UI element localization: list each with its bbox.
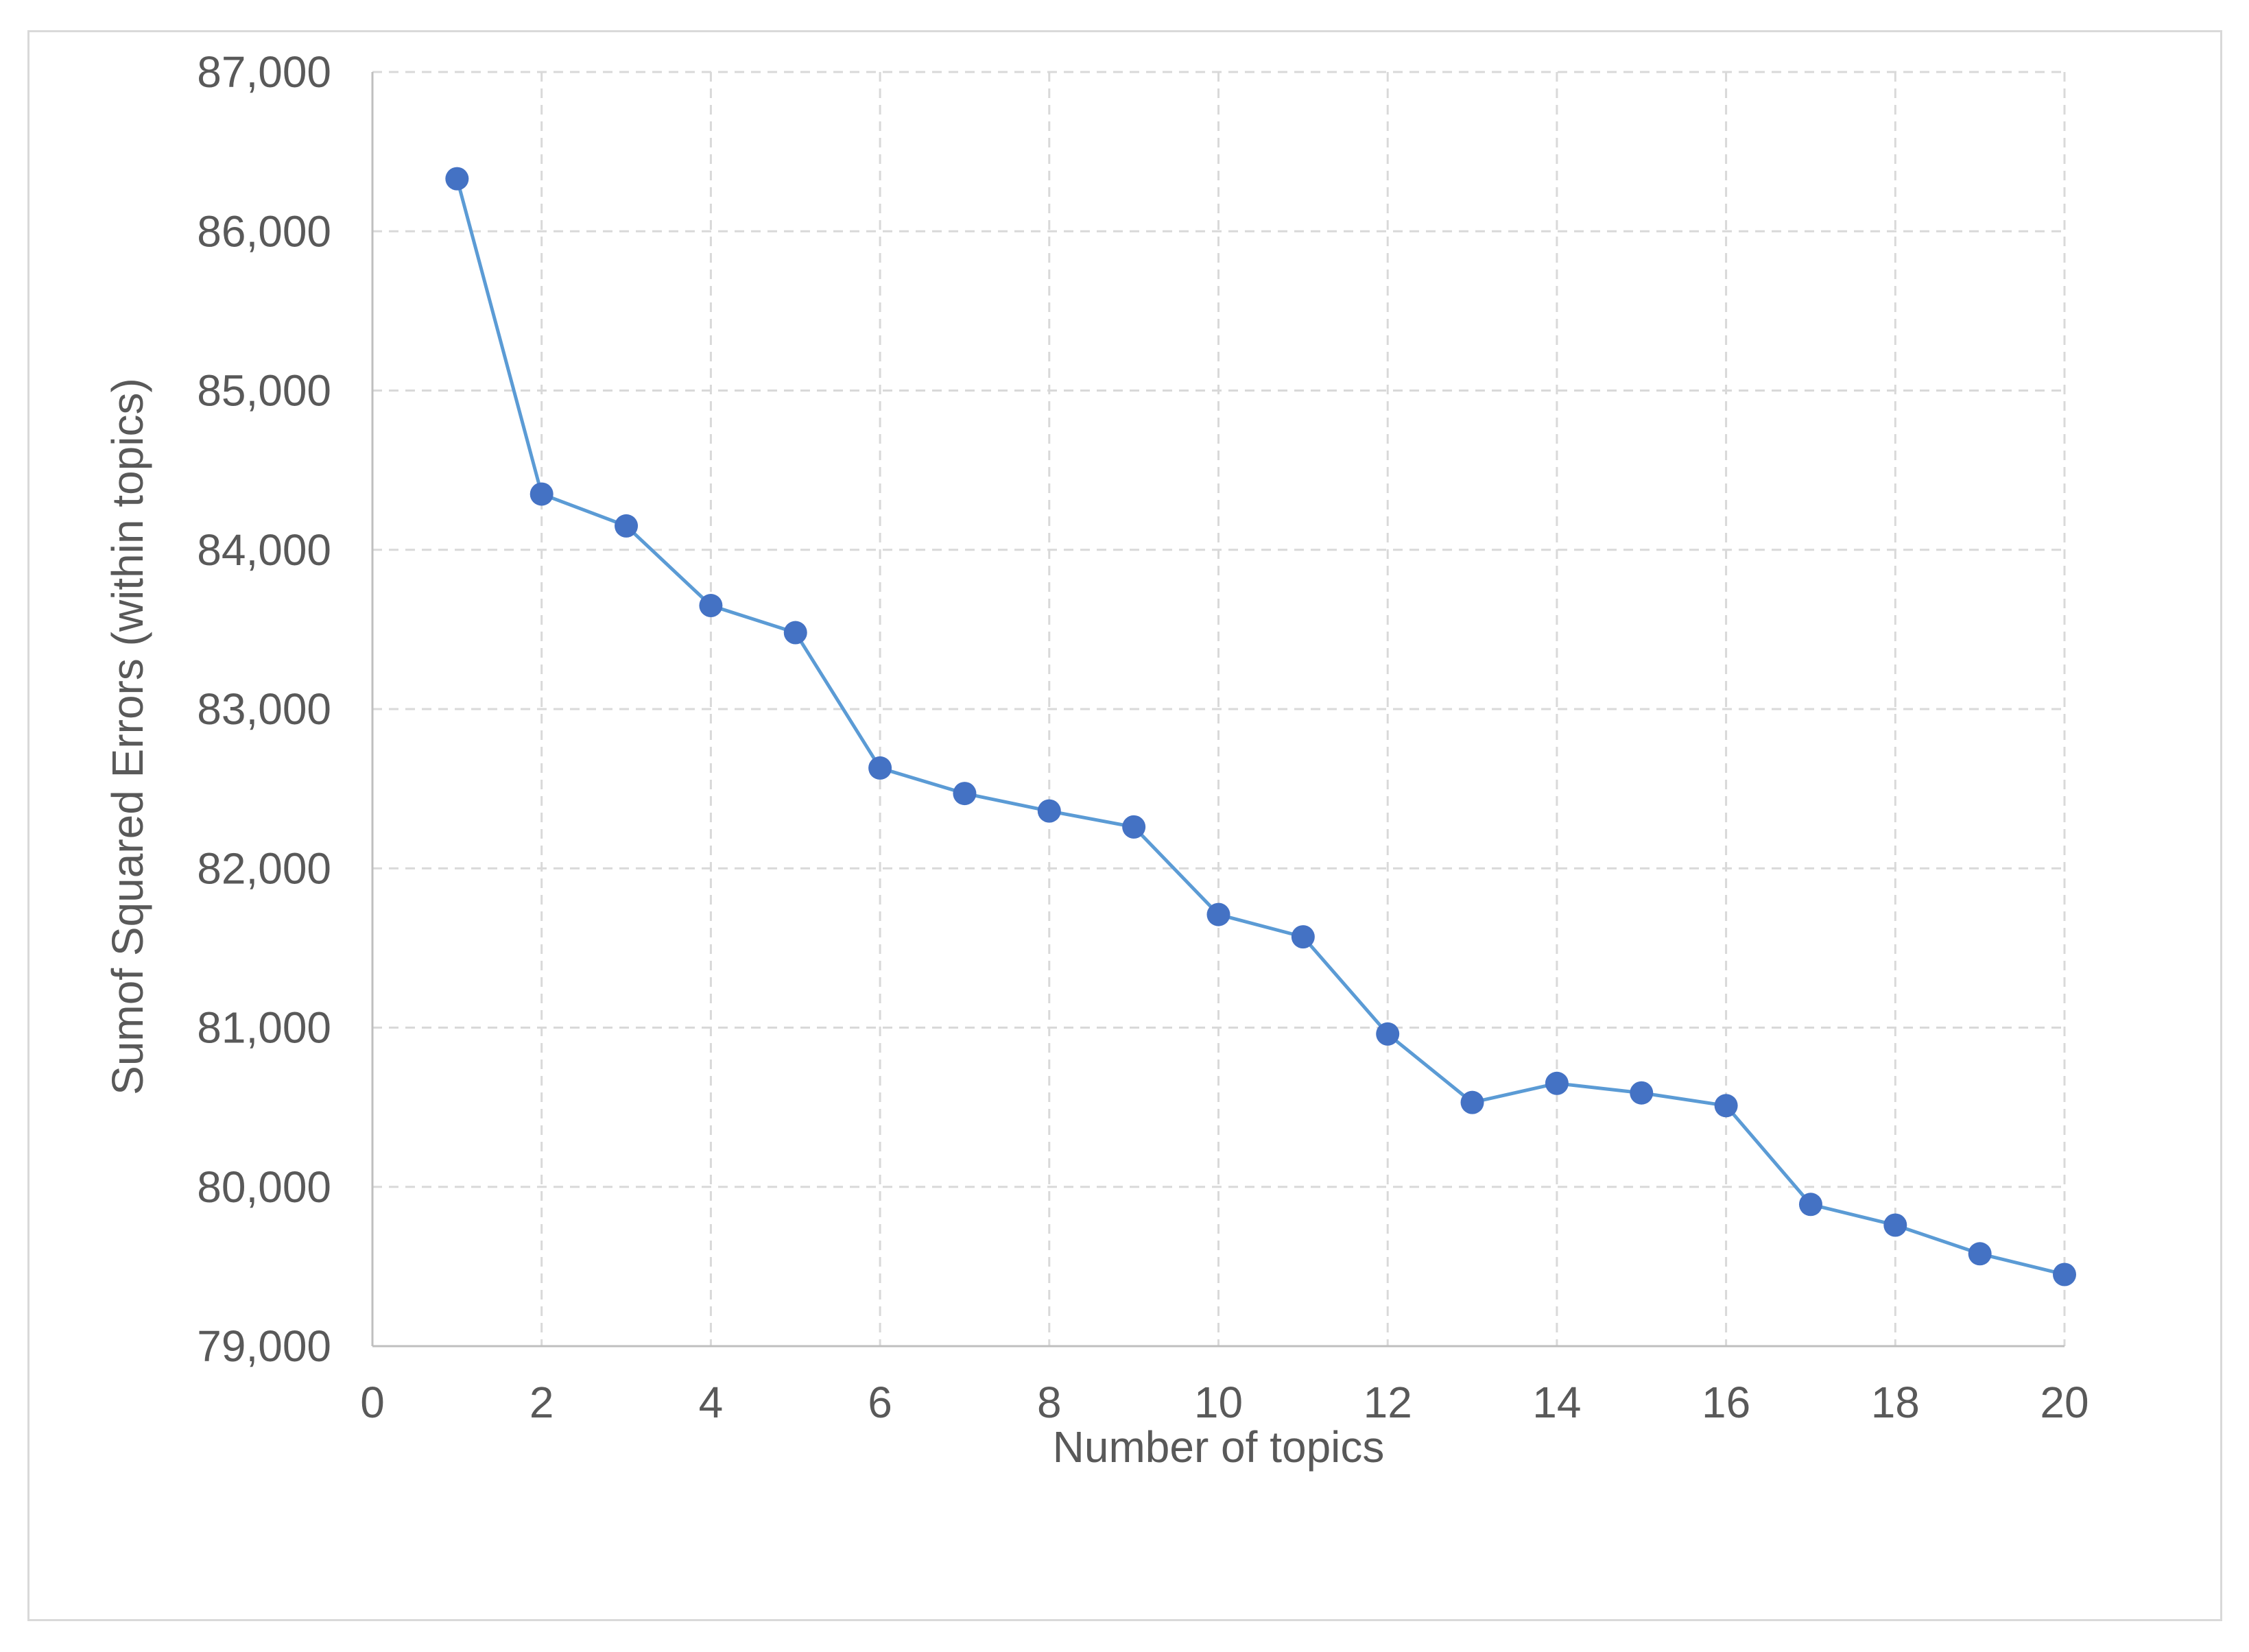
data-series [445,167,2076,1286]
data-point [529,482,554,506]
data-point [1291,925,1315,949]
data-point [953,782,977,806]
y-axis-title: Sumof Squared Errors (within topics) [103,378,152,1095]
data-point [783,621,807,645]
x-tick-label: 2 [529,1378,554,1427]
y-tick-label: 84,000 [197,525,331,575]
sse-line-chart: 79,000 80,000 81,000 82,000 83,000 84,000 85,0… [103,47,2089,1472]
data-point [445,167,469,191]
data-point [1460,1090,1484,1114]
data-point [1883,1213,1907,1237]
x-tick-label: 20 [2040,1378,2089,1427]
data-point [1798,1193,1822,1217]
data-point [1545,1071,1569,1095]
y-tick-label: 83,000 [197,684,331,734]
y-tick-label: 82,000 [197,843,331,893]
x-tick-label: 14 [1532,1378,1581,1427]
y-tick-label: 87,000 [197,47,331,97]
x-tick-label: 10 [1194,1378,1243,1427]
data-point [615,514,639,538]
data-point [868,756,892,780]
x-tick-label: 18 [1871,1378,1920,1427]
axes [371,72,2064,1348]
data-point [699,594,723,618]
data-point [1630,1081,1654,1105]
series-line [455,178,2065,1276]
data-point [1376,1022,1400,1046]
grid-lines [372,71,2066,1346]
y-tick-label: 85,000 [197,366,331,416]
x-tick-label: 12 [1364,1378,1412,1427]
data-point [1968,1242,1992,1266]
x-tick-label: 6 [868,1378,892,1427]
data-point [1122,815,1146,839]
x-tick-label: 16 [1702,1378,1750,1427]
y-tick-label: 86,000 [197,206,331,256]
y-tick-label: 79,000 [197,1321,331,1371]
y-tick-labels: 79,000 80,000 81,000 82,000 83,000 84,000 85,0… [197,47,331,1371]
x-tick-label: 0 [360,1378,385,1427]
x-tick-label: 4 [699,1378,724,1427]
data-point [2053,1262,2076,1286]
data-point [1206,902,1230,926]
x-axis-title: Number of topics [1053,1422,1385,1472]
data-point [1037,799,1061,823]
x-tick-labels: 0 2 4 6 8 10 12 14 16 18 20 [360,1378,2089,1427]
y-tick-label: 81,000 [197,1003,331,1053]
x-tick-label: 8 [1037,1378,1062,1427]
chart-frame: 79,000 80,000 81,000 82,000 83,000 84,000 85,0… [27,30,2222,1621]
data-point [1714,1094,1738,1118]
y-tick-label: 80,000 [197,1162,331,1212]
